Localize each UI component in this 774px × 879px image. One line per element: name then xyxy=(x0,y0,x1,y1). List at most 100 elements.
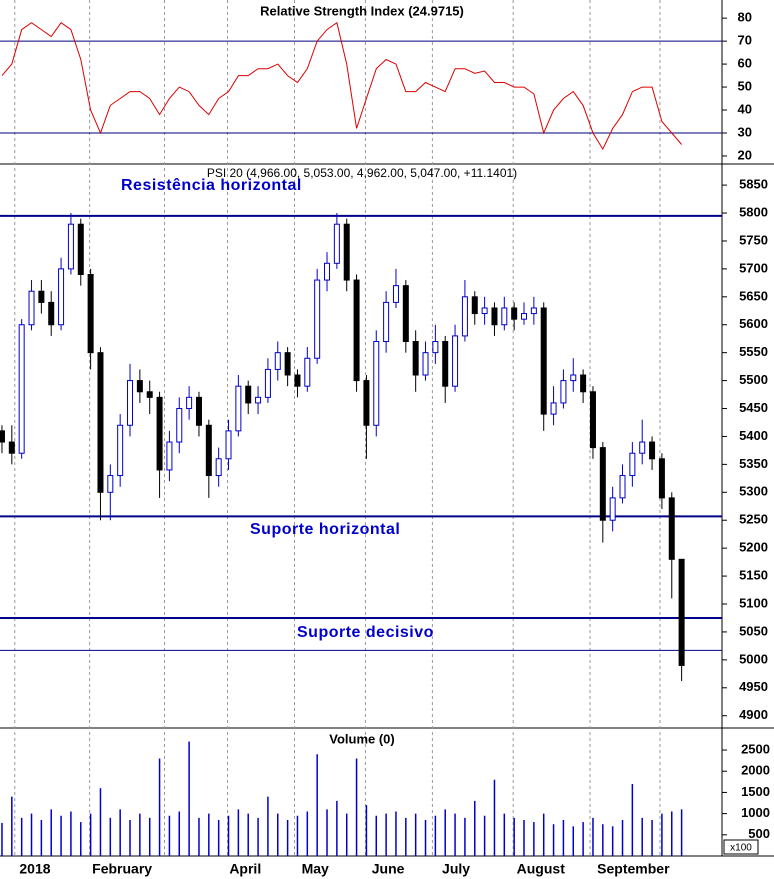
candle-body xyxy=(599,447,606,521)
y-tick-label: 5250 xyxy=(739,512,768,527)
y-tick-label: 5750 xyxy=(739,232,768,247)
y-tick-label: 5300 xyxy=(739,484,768,499)
candle-body xyxy=(205,424,212,477)
candle-body xyxy=(284,352,291,376)
y-tick-label: 60 xyxy=(738,56,752,71)
x-tick-label: February xyxy=(92,861,152,877)
candle-body xyxy=(48,301,55,326)
candle-body xyxy=(97,352,104,493)
y-tick-label: 40 xyxy=(738,101,752,116)
candle-body xyxy=(215,458,222,477)
y-tick-label: 5450 xyxy=(739,400,768,415)
candle-body xyxy=(383,301,390,342)
candle-body xyxy=(127,380,134,426)
candle-body xyxy=(491,307,498,326)
candle-body xyxy=(314,279,321,359)
candle-body xyxy=(629,452,636,477)
candle-body xyxy=(58,268,65,326)
y-tick-label: 5600 xyxy=(739,316,768,331)
candle-body xyxy=(333,223,340,264)
annotation: Suporte decisivo xyxy=(297,624,434,641)
candle-body xyxy=(294,374,301,387)
x-tick-label: May xyxy=(302,861,329,877)
candle-body xyxy=(67,223,74,270)
candle-body xyxy=(668,497,675,560)
candle-body xyxy=(324,262,331,281)
y-tick-label: 5700 xyxy=(739,260,768,275)
panel-title: Relative Strength Index (24.9715) xyxy=(260,3,464,18)
candle-body xyxy=(363,380,370,426)
panel-title: PSI 20 (4,966.00, 5,053.00, 4,962.00, 5,… xyxy=(207,166,517,180)
candle-body xyxy=(570,374,577,382)
candle-body xyxy=(146,391,153,398)
x-tick-label: August xyxy=(517,861,566,877)
candle-body xyxy=(609,497,616,521)
candle-body xyxy=(442,340,449,387)
x-tick-label: April xyxy=(229,861,261,877)
candle-body xyxy=(619,475,626,499)
y-tick-label: 5350 xyxy=(739,456,768,471)
y-tick-label: 80 xyxy=(738,10,752,25)
candle-body xyxy=(658,458,665,499)
rsi-line xyxy=(1,21,682,151)
y-tick-label: 5500 xyxy=(739,372,768,387)
candle-body xyxy=(255,396,262,404)
candle-body xyxy=(373,340,380,426)
y-tick-label: 1000 xyxy=(741,805,770,820)
candle-body xyxy=(274,352,281,370)
candle-body xyxy=(28,290,35,326)
candle-body xyxy=(304,357,311,387)
candle-body xyxy=(649,441,656,460)
candle-body xyxy=(0,430,5,443)
candle-body xyxy=(422,352,429,376)
candle-body xyxy=(235,385,242,432)
y-tick-label: 20 xyxy=(738,147,752,162)
y-tick-label: 4950 xyxy=(739,679,768,694)
candle-body xyxy=(678,558,685,666)
x-tick-label: June xyxy=(372,861,405,877)
y-tick-label: 2000 xyxy=(741,763,770,778)
candle-body xyxy=(560,380,567,404)
candle-body xyxy=(540,307,547,415)
unit-box xyxy=(723,839,759,855)
y-tick-label: 2500 xyxy=(741,741,770,756)
candle-body xyxy=(530,307,537,315)
candle-body xyxy=(521,313,528,320)
candle-body xyxy=(589,391,596,449)
candle-body xyxy=(186,396,193,410)
annotation: Resistência horizontal xyxy=(121,177,302,194)
candle-body xyxy=(107,475,114,493)
candle-body xyxy=(343,223,350,281)
candle-body xyxy=(77,223,84,275)
candle-body xyxy=(550,402,557,415)
candle-body xyxy=(225,430,232,460)
candle-body xyxy=(117,424,124,477)
candle-body xyxy=(156,396,163,471)
panel-title: Volume (0) xyxy=(329,731,395,746)
y-tick-label: 5200 xyxy=(739,540,768,555)
candle-body xyxy=(195,396,202,426)
candle-body xyxy=(452,335,459,387)
y-tick-label: 5400 xyxy=(739,428,768,443)
candle-body xyxy=(461,296,468,337)
candle-body xyxy=(8,441,15,454)
candle-body xyxy=(353,279,360,382)
candle-body xyxy=(264,368,271,398)
candle-body xyxy=(38,290,45,303)
y-tick-label: 5150 xyxy=(739,568,768,583)
candle-body xyxy=(412,340,419,376)
y-tick-label: 5800 xyxy=(739,204,768,219)
candle-body xyxy=(402,285,409,342)
candle-body xyxy=(481,307,488,315)
candle-body xyxy=(18,324,25,454)
y-tick-label: 50 xyxy=(738,78,752,93)
candle-body xyxy=(432,340,439,354)
candle-body xyxy=(639,441,646,454)
candle-body xyxy=(245,385,252,404)
annotation: Suporte horizontal xyxy=(250,521,400,538)
candle-body xyxy=(166,441,173,471)
y-tick-label: 5850 xyxy=(739,177,768,192)
candle-body xyxy=(176,408,183,443)
x-tick-label: September xyxy=(597,861,670,877)
